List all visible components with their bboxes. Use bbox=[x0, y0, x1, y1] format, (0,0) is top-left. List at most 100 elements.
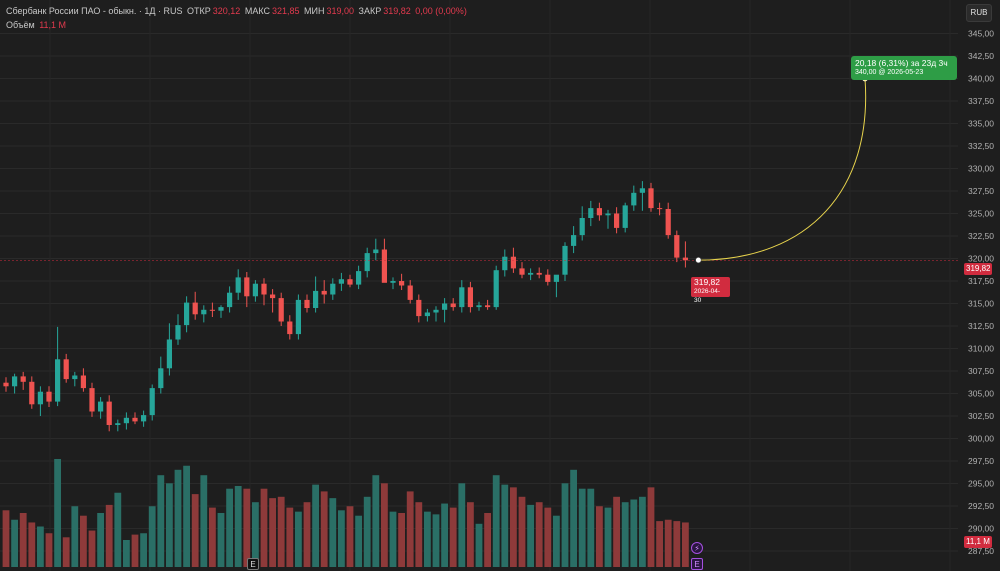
candle[interactable] bbox=[123, 412, 129, 430]
candle[interactable] bbox=[657, 202, 663, 216]
candle[interactable] bbox=[356, 265, 362, 290]
candle[interactable] bbox=[244, 272, 250, 308]
candle[interactable] bbox=[270, 289, 276, 313]
candle[interactable] bbox=[106, 395, 112, 432]
candle[interactable] bbox=[166, 323, 172, 376]
candle[interactable] bbox=[347, 274, 353, 288]
volume-bar bbox=[157, 475, 165, 567]
candle[interactable] bbox=[132, 412, 138, 425]
candle[interactable] bbox=[390, 277, 396, 290]
candle[interactable] bbox=[416, 294, 422, 323]
candle[interactable] bbox=[605, 209, 611, 229]
candle[interactable] bbox=[571, 226, 577, 254]
candle[interactable] bbox=[442, 298, 448, 323]
candle[interactable] bbox=[80, 368, 86, 392]
candle[interactable] bbox=[261, 278, 267, 306]
candle[interactable] bbox=[192, 291, 198, 320]
candle[interactable] bbox=[364, 247, 370, 278]
candle[interactable] bbox=[450, 298, 456, 311]
earnings-event-icon[interactable]: E bbox=[247, 558, 259, 570]
candle[interactable] bbox=[330, 278, 336, 300]
candle[interactable] bbox=[20, 371, 26, 390]
candle[interactable] bbox=[476, 301, 482, 311]
candle[interactable] bbox=[648, 182, 654, 212]
candle[interactable] bbox=[536, 267, 542, 279]
candle[interactable] bbox=[209, 302, 215, 317]
candle[interactable] bbox=[175, 314, 181, 345]
candle[interactable] bbox=[381, 238, 387, 283]
candle[interactable] bbox=[596, 202, 602, 221]
candle[interactable] bbox=[149, 384, 155, 421]
candle[interactable] bbox=[321, 280, 327, 304]
candle[interactable] bbox=[184, 296, 190, 333]
candle[interactable] bbox=[46, 386, 52, 407]
price-tick-label: 297,50 bbox=[968, 456, 994, 466]
candle[interactable] bbox=[338, 272, 344, 291]
candle[interactable] bbox=[218, 305, 224, 318]
candle[interactable] bbox=[72, 371, 78, 387]
earnings-event-icon-2[interactable]: E bbox=[691, 558, 703, 570]
candle[interactable] bbox=[29, 376, 35, 409]
candle[interactable] bbox=[433, 306, 439, 322]
candle[interactable] bbox=[467, 281, 473, 313]
candle[interactable] bbox=[545, 269, 551, 286]
candle[interactable] bbox=[141, 410, 147, 427]
candle[interactable] bbox=[55, 326, 61, 407]
candle[interactable] bbox=[407, 280, 413, 304]
candle[interactable] bbox=[313, 276, 319, 313]
candle[interactable] bbox=[528, 268, 534, 281]
forecast-curve[interactable] bbox=[698, 78, 867, 261]
candle[interactable] bbox=[89, 382, 95, 417]
candle[interactable] bbox=[399, 273, 405, 290]
candle[interactable] bbox=[278, 292, 284, 326]
candle[interactable] bbox=[485, 299, 491, 310]
candle[interactable] bbox=[63, 353, 69, 383]
candle[interactable] bbox=[424, 308, 430, 322]
candle[interactable] bbox=[287, 315, 293, 340]
candle[interactable] bbox=[665, 202, 671, 239]
candle[interactable] bbox=[115, 419, 121, 432]
candle-body bbox=[106, 401, 112, 425]
candle[interactable] bbox=[493, 265, 499, 310]
candle[interactable] bbox=[562, 242, 568, 281]
candle[interactable] bbox=[459, 280, 465, 313]
candle[interactable] bbox=[674, 230, 680, 263]
price-tick-label: 302,50 bbox=[968, 411, 994, 421]
candle-body bbox=[149, 388, 155, 416]
dividend-event-icon[interactable]: ⚡ bbox=[691, 542, 703, 554]
candle[interactable] bbox=[227, 286, 233, 313]
candle[interactable] bbox=[201, 305, 207, 323]
candle[interactable] bbox=[12, 373, 18, 394]
candle[interactable] bbox=[614, 207, 620, 234]
candle[interactable] bbox=[295, 294, 301, 340]
candle[interactable] bbox=[304, 294, 310, 313]
instrument-name[interactable]: Сбербанк России ПАО - обыкн. · 1Д · RUS bbox=[6, 6, 183, 16]
candle[interactable] bbox=[3, 377, 9, 392]
candle[interactable] bbox=[519, 262, 525, 279]
candle[interactable] bbox=[158, 356, 164, 394]
candle[interactable] bbox=[588, 200, 594, 227]
candle[interactable] bbox=[553, 274, 559, 298]
candle-body bbox=[184, 302, 190, 326]
candle[interactable] bbox=[235, 269, 241, 300]
candle[interactable] bbox=[682, 241, 688, 268]
candle[interactable] bbox=[373, 238, 379, 261]
candle[interactable] bbox=[98, 397, 104, 419]
candle[interactable] bbox=[631, 185, 637, 211]
forecast-start-point[interactable] bbox=[695, 257, 702, 264]
currency-button[interactable]: RUB bbox=[966, 4, 992, 22]
volume-bar bbox=[656, 521, 663, 567]
volume-bar bbox=[381, 483, 388, 567]
candle[interactable] bbox=[579, 206, 585, 241]
candle-body bbox=[304, 299, 310, 308]
candle-body bbox=[227, 292, 233, 308]
candle-body bbox=[442, 303, 448, 310]
candle[interactable] bbox=[622, 202, 628, 233]
candle[interactable] bbox=[502, 249, 508, 277]
candle[interactable] bbox=[252, 280, 258, 302]
candle[interactable] bbox=[37, 386, 43, 416]
candle[interactable] bbox=[639, 181, 645, 211]
forecast-label[interactable]: 20,18 (6,31%) за 23д 3ч 340,00 @ 2026-05… bbox=[851, 56, 957, 80]
